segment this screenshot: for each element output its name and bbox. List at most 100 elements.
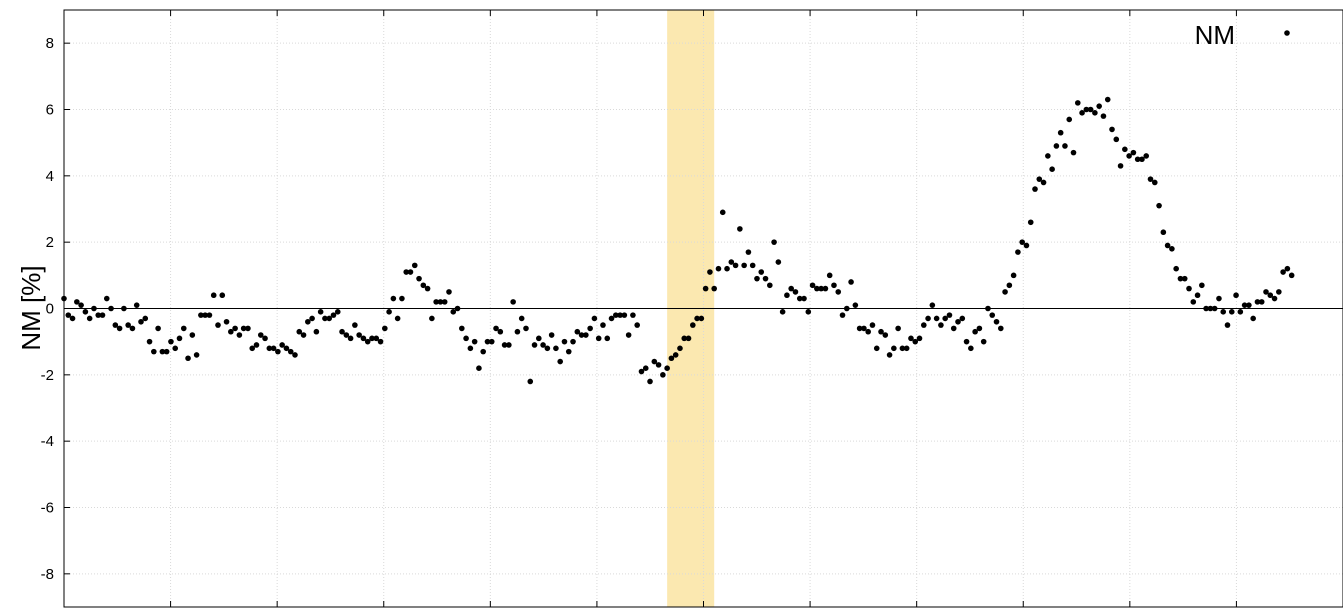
data-point <box>416 275 422 282</box>
data-point <box>1181 275 1188 282</box>
data-point <box>322 315 328 322</box>
legend-marker-nm <box>1284 30 1290 36</box>
data-point <box>326 315 333 322</box>
data-point <box>634 322 640 328</box>
data-point <box>1130 149 1137 156</box>
data-point <box>215 322 221 328</box>
data-point <box>1228 309 1235 315</box>
data-point <box>198 312 204 318</box>
data-point <box>613 312 619 318</box>
data-point <box>583 332 589 338</box>
data-point <box>749 262 756 269</box>
data-point <box>232 325 238 332</box>
data-point <box>544 345 551 352</box>
data-point <box>497 328 504 335</box>
data-point <box>1113 136 1120 143</box>
data-point <box>771 239 777 245</box>
data-point <box>228 328 234 335</box>
data-point <box>561 338 568 345</box>
data-point <box>61 295 67 302</box>
data-point <box>373 335 380 342</box>
data-point <box>441 299 448 305</box>
legend-label-nm: NM <box>1195 20 1235 50</box>
data-point <box>193 352 200 358</box>
y-tick-label: -4 <box>41 433 54 450</box>
data-point <box>1216 295 1222 302</box>
data-point <box>1237 309 1244 315</box>
data-point <box>767 282 773 289</box>
data-point <box>1280 269 1286 275</box>
data-point <box>424 285 431 292</box>
data-point <box>339 328 345 335</box>
y-tick-label: -8 <box>41 566 54 583</box>
data-point <box>861 325 867 332</box>
data-point <box>309 315 315 322</box>
data-point <box>1177 275 1184 282</box>
data-point <box>903 345 910 352</box>
data-point <box>869 322 876 328</box>
data-point <box>133 302 140 308</box>
data-point <box>69 315 76 322</box>
data-point <box>681 335 688 342</box>
data-point <box>600 322 606 328</box>
data-point <box>835 289 842 295</box>
data-point <box>570 338 576 345</box>
data-point <box>1190 299 1197 305</box>
data-point <box>1040 179 1047 186</box>
data-point <box>980 338 987 345</box>
data-point <box>1254 299 1261 305</box>
data-point <box>604 335 611 342</box>
data-point <box>818 285 824 292</box>
data-point <box>1143 153 1150 159</box>
data-point <box>942 315 948 322</box>
y-tick-label: -6 <box>41 500 54 517</box>
data-point <box>523 325 529 332</box>
data-point <box>168 338 174 345</box>
data-point <box>660 372 666 378</box>
data-point <box>989 312 996 318</box>
data-point <box>950 325 957 332</box>
data-point <box>891 345 897 352</box>
data-point <box>848 279 854 285</box>
data-point <box>822 285 829 292</box>
data-point <box>531 342 538 348</box>
data-point <box>317 309 324 315</box>
data-point <box>1233 292 1239 299</box>
y-tick-label: 0 <box>46 301 54 318</box>
data-point <box>1134 156 1141 163</box>
data-point <box>172 345 179 352</box>
data-point <box>411 262 418 269</box>
data-point <box>933 315 940 322</box>
data-point <box>762 275 769 282</box>
data-point <box>920 322 927 328</box>
data-point <box>1019 239 1025 245</box>
data-point <box>386 309 392 315</box>
data-point <box>399 295 405 302</box>
data-point <box>1096 103 1102 109</box>
data-point <box>955 318 961 325</box>
data-point <box>895 325 901 332</box>
data-point <box>305 318 311 325</box>
data-point <box>91 305 97 312</box>
data-point <box>82 309 89 315</box>
data-point <box>74 299 80 305</box>
data-point <box>801 295 807 302</box>
data-point <box>878 328 884 335</box>
data-point <box>356 332 362 338</box>
data-point <box>882 332 889 338</box>
data-point <box>668 355 675 362</box>
data-point <box>805 309 812 315</box>
data-point <box>99 312 106 318</box>
data-point <box>1246 302 1252 308</box>
data-point <box>257 332 264 338</box>
data-point <box>1276 289 1282 295</box>
data-point <box>364 338 371 345</box>
data-point <box>429 315 435 322</box>
data-point <box>672 352 679 358</box>
data-point <box>463 335 469 342</box>
data-point <box>1160 229 1167 236</box>
data-point <box>313 328 320 335</box>
data-point <box>1147 176 1154 182</box>
data-point <box>702 285 709 292</box>
data-point <box>459 325 465 332</box>
